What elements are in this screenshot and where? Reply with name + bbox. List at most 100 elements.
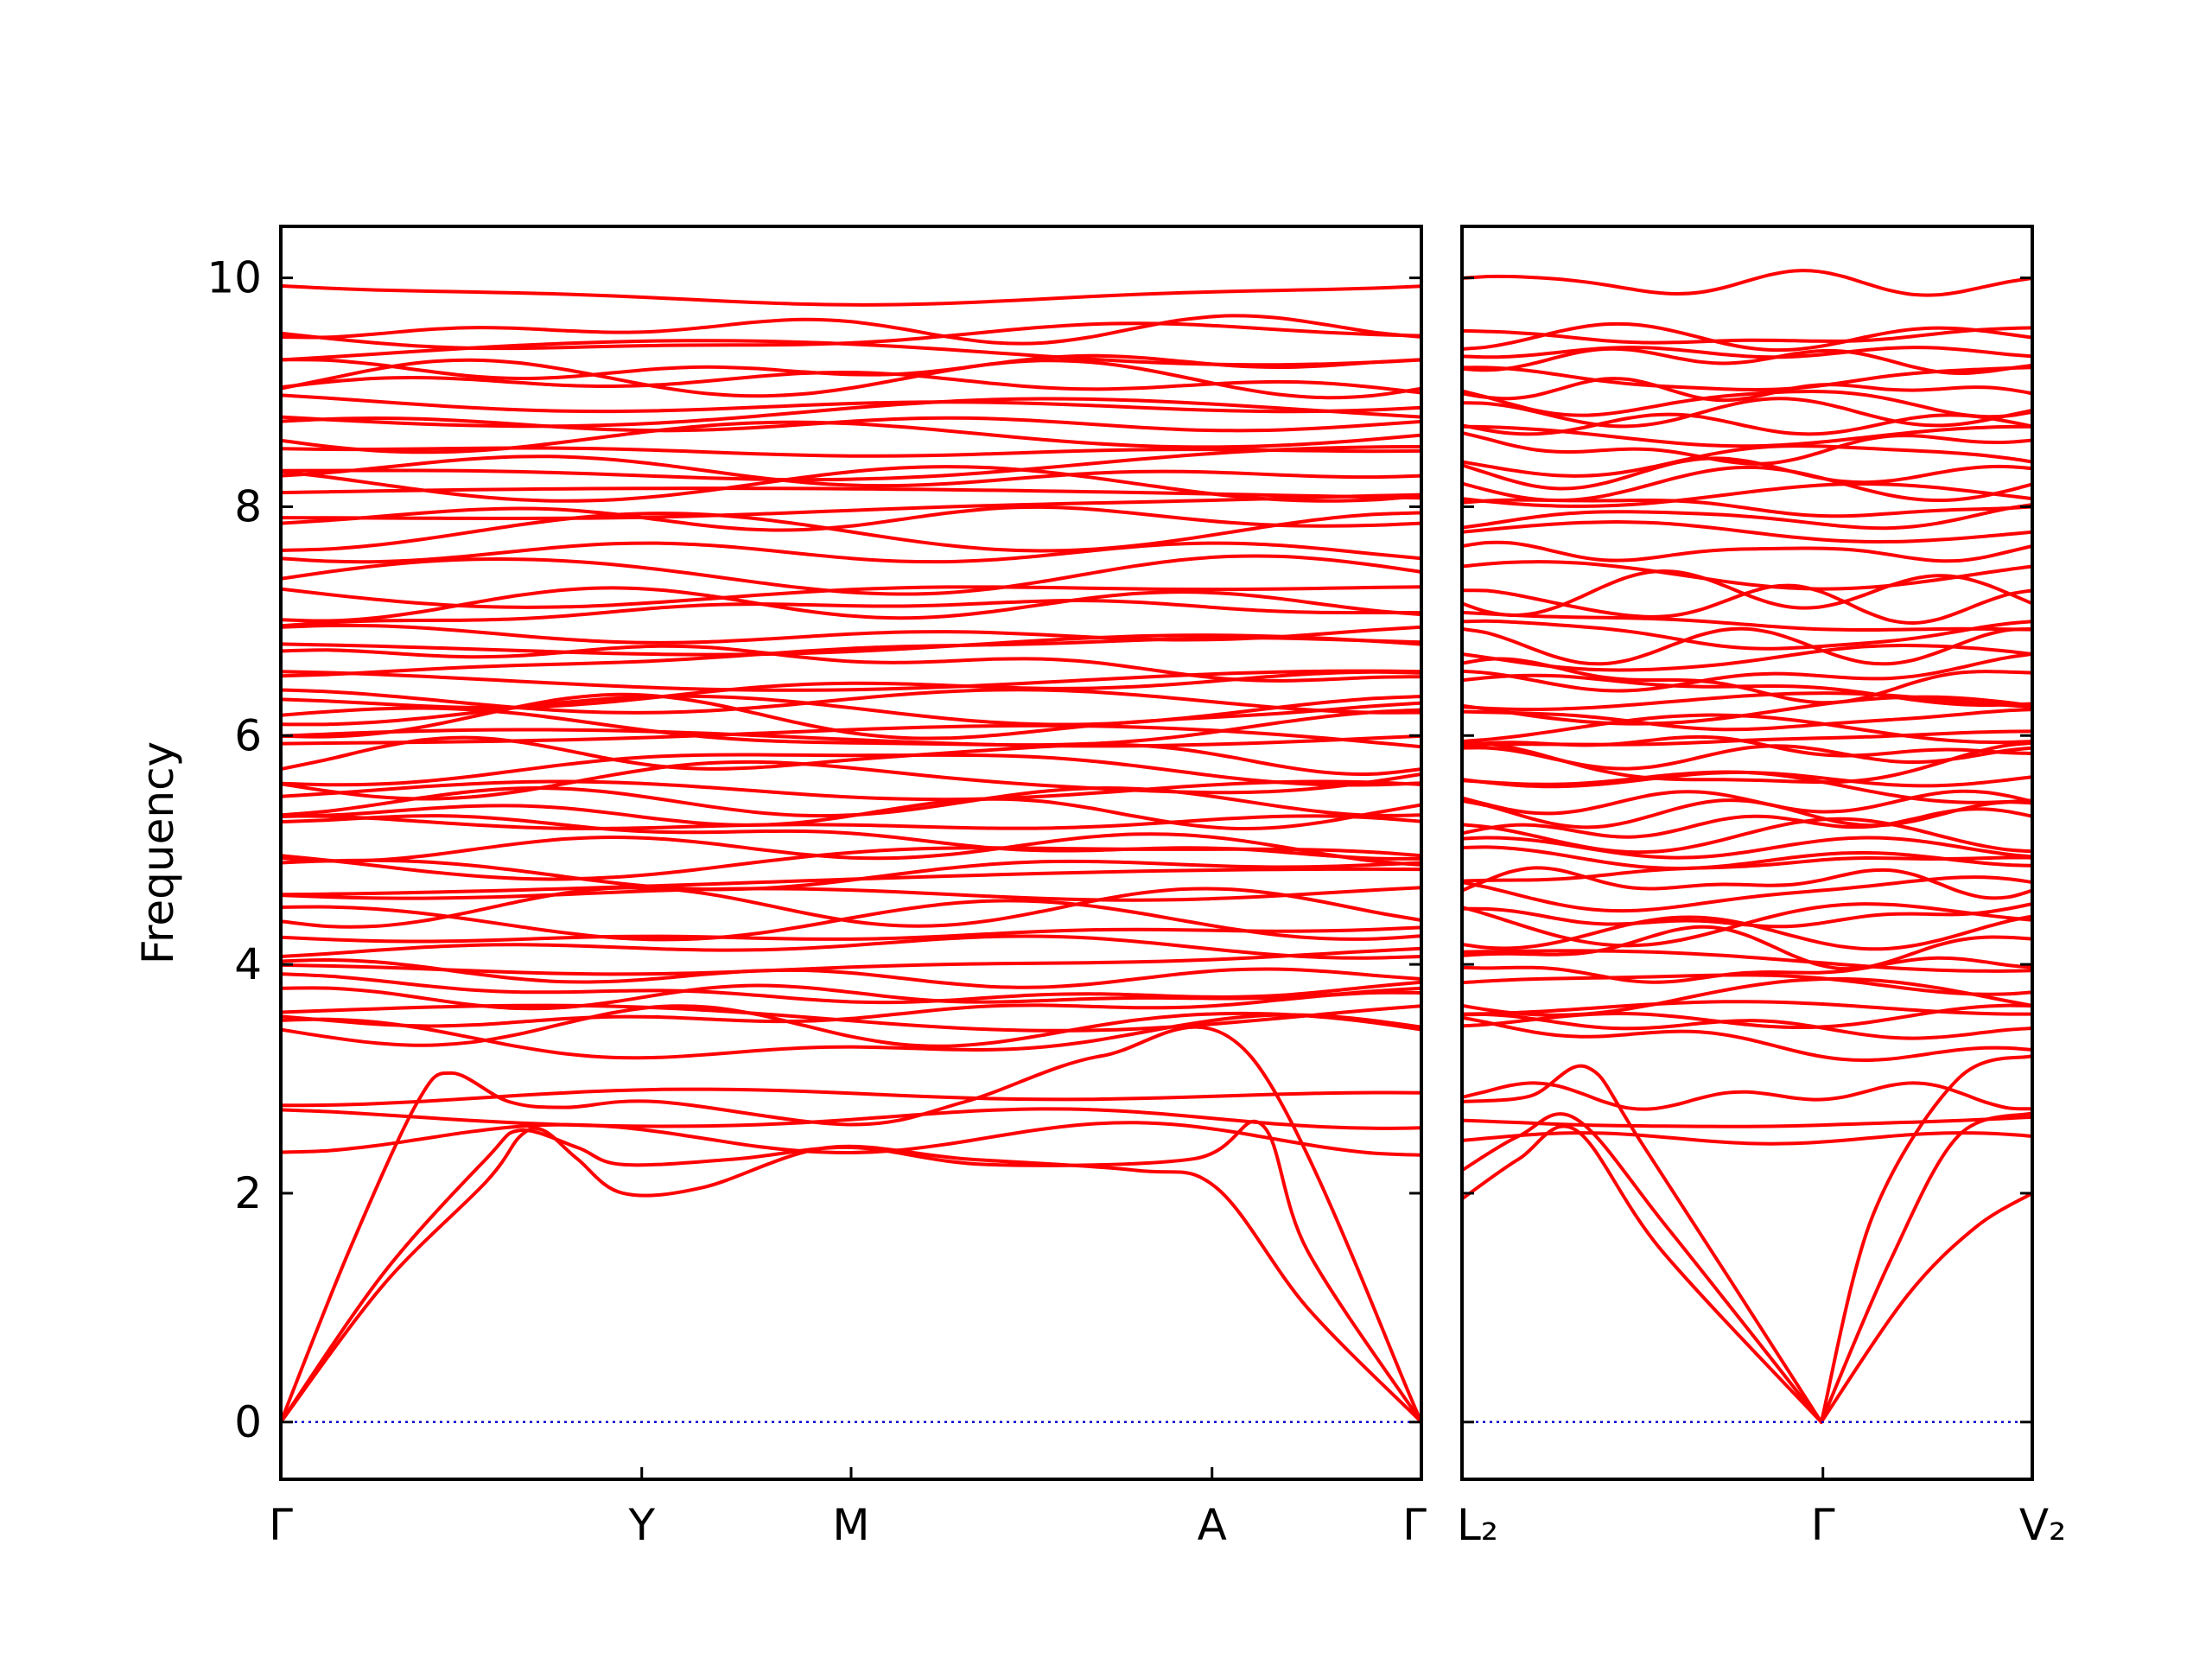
left-optical-band: [281, 321, 1421, 351]
right-optical-band: [1462, 976, 2032, 1017]
left-optical-band: [281, 1107, 1421, 1130]
left-optical-band: [281, 446, 1421, 458]
ytick-label: 4: [234, 939, 262, 989]
right-optical-band: [1462, 365, 2032, 391]
left-optical-band: [281, 899, 1421, 942]
right-optical-band: [1462, 465, 2032, 503]
right-optical-band: [1462, 956, 2032, 984]
right-optical-band: [1462, 326, 2032, 345]
left-optical-band: [281, 416, 1421, 433]
left-optical-band: [281, 692, 1421, 741]
left-optical-band: [281, 623, 1421, 645]
ytick-label: 10: [207, 253, 262, 303]
left-optical-band: [281, 465, 1421, 503]
right-optical-band: [1462, 652, 2032, 693]
right-panel-ticks: [1462, 276, 2032, 1479]
right-optical-band: [1462, 1131, 2032, 1146]
right-optical-band: [1462, 866, 2032, 900]
ytick-label: 2: [234, 1168, 262, 1218]
left-optical-band: [281, 585, 1421, 609]
right-optical-band: [1462, 569, 2032, 617]
right-optical-band: [1462, 498, 2032, 518]
right-optical-band: [1462, 1115, 2032, 1128]
left-optical-band: [281, 779, 1421, 802]
right-optical-band: [1462, 503, 2032, 531]
left-optical-band: [281, 858, 1421, 892]
right-optical-band: [1462, 836, 2032, 860]
right-optical-band: [1462, 1015, 2032, 1063]
left-optical-band: [281, 753, 1421, 787]
left-acoustic-2: [281, 1119, 1421, 1424]
left-acoustic-3: [281, 1025, 1421, 1424]
right-optical-band: [1462, 644, 2032, 672]
right-optical-band: [1462, 1012, 2032, 1040]
ytick-label: 6: [234, 710, 262, 760]
left-optical-band: [281, 1013, 1421, 1060]
left-optical-band: [281, 511, 1421, 553]
left-optical-band: [281, 358, 1421, 400]
right-optical-band: [1462, 619, 2032, 651]
right-optical-band: [1462, 610, 2032, 632]
left-optical-band: [281, 669, 1421, 692]
left-optical-band: [281, 706, 1421, 747]
right-panel: [1460, 225, 2034, 1481]
xtick-label-left-2: M: [832, 1500, 869, 1550]
right-optical-band: [1462, 789, 2032, 816]
right-optical-band: [1462, 389, 2032, 419]
xtick-label-right-2: V₂: [2019, 1500, 2066, 1550]
left-optical-band: [281, 886, 1421, 929]
right-optical-band: [1462, 708, 2032, 732]
right-optical-band: [1462, 269, 2032, 297]
left-optical-band: [281, 688, 1421, 715]
left-optical-band: [281, 283, 1421, 307]
right-optical-band: [1462, 482, 2032, 508]
right-optical-band: [1462, 925, 2032, 971]
xtick-label-right-0: L₂: [1457, 1500, 1498, 1550]
ytick-label: 0: [234, 1397, 262, 1447]
right-acoustic-1: [1819, 1191, 2032, 1424]
right-optical-band: [1462, 673, 2032, 707]
left-optical-band: [281, 314, 1421, 346]
right-optical-band: [1462, 744, 2032, 771]
ytick-label: 8: [234, 481, 262, 531]
left-optical-band: [281, 760, 1421, 801]
right-optical-band: [1462, 346, 2032, 359]
right-optical-band: [1462, 430, 2032, 466]
left-optical-band: [281, 397, 1421, 429]
right-optical-band: [1462, 560, 2032, 591]
xtick-label-right-1: Γ: [1811, 1500, 1835, 1550]
left-optical-band: [281, 946, 1421, 976]
right-optical-band: [1462, 875, 2032, 913]
xtick-label-left-4: Γ: [1402, 1500, 1427, 1550]
right-acoustic-3: [1462, 1064, 1823, 1424]
right-optical-band: [1462, 583, 2032, 626]
right-optical-band: [1462, 902, 2032, 929]
left-optical-band: [281, 644, 1421, 683]
right-optical-band: [1462, 817, 2032, 855]
left-acoustic-1: [281, 1126, 1421, 1424]
right-acoustic-1: [1462, 1124, 1823, 1424]
xtick-label-left-0: Γ: [269, 1500, 293, 1550]
left-optical-band: [281, 814, 1421, 861]
right-optical-band: [1462, 770, 2032, 789]
left-optical-band: [281, 735, 1421, 776]
xtick-label-left-1: Y: [627, 1500, 655, 1550]
right-panel-bands: [1462, 269, 2032, 1424]
right-optical-band: [1462, 691, 2032, 711]
left-optical-band: [281, 1004, 1421, 1048]
y-axis-label: Frequency: [133, 741, 183, 964]
right-optical-band: [1462, 520, 2032, 543]
right-optical-band: [1462, 626, 2032, 666]
left-optical-band: [281, 925, 1421, 944]
right-optical-band: [1462, 1000, 2032, 1016]
left-optical-band: [281, 972, 1421, 1005]
right-optical-band: [1462, 729, 2032, 747]
left-optical-band: [281, 454, 1421, 488]
left-optical-band: [281, 493, 1421, 520]
right-optical-band: [1462, 456, 2032, 491]
right-optical-band: [1462, 902, 2032, 948]
right-acoustic-2: [1819, 1111, 2032, 1424]
left-optical-band: [281, 445, 1421, 482]
right-optical-band: [1462, 412, 2032, 436]
